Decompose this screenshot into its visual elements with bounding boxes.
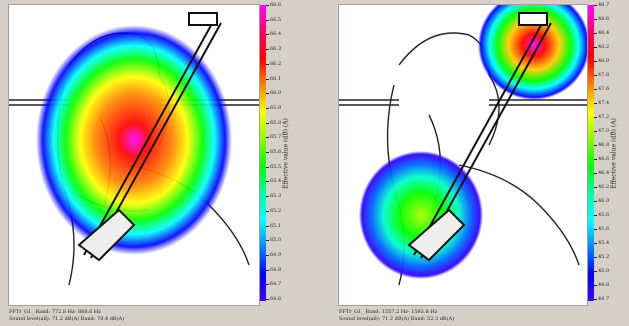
caption-line-1: FFTr_G1_ Band: 772.8 Hz- 888.6 Hz <box>9 309 101 315</box>
colorbar-tick-label: 46.4 <box>593 170 610 176</box>
colorbar-tick-label: 65.6 <box>265 149 282 155</box>
colorbar-tick-label: 64.9 <box>265 251 282 258</box>
colorbar-tick-label: 45.6 <box>593 226 610 232</box>
colorbar-tick-label: 64.8 <box>265 266 282 273</box>
colorbar-left <box>260 5 266 301</box>
colorbar-tick-label: 65.7 <box>265 134 282 141</box>
colorbar-tick-label: 45.0 <box>593 268 610 274</box>
heatmap-image-left <box>9 12 259 286</box>
colorbar-tick-label: 47.0 <box>593 128 610 134</box>
colorbar-tick-label: 45.8 <box>593 212 610 218</box>
colorbar-tick-label: 44.8 <box>593 282 610 288</box>
colorbar-tick-label: 65.9 <box>265 104 282 111</box>
colorbar-tick-label: 45.2 <box>593 254 610 260</box>
colorbar-tick-label: 48.4 <box>593 30 610 36</box>
colorbar-right <box>588 5 594 301</box>
colorbar-tick-label: 66.2 <box>265 60 282 67</box>
colorbar-tick-label: 65.8 <box>265 119 282 126</box>
caption-left: FFTr_G1_ Band: 772.8 Hz- 888.6 Hz Sound … <box>9 309 124 322</box>
colorbar-tick-label: 47.8 <box>593 72 610 78</box>
caption-line-2: Sound level(all): 71.2 dB(A) Band: 70.4 … <box>9 315 125 322</box>
caption-line-1: FFTr_G1_ Band: 1557.2 Hz- 1593.8 Hz <box>339 309 438 315</box>
colorbar-label-right: Effective value (dB) (A) <box>610 118 618 189</box>
colorbar-tick-label: 65.3 <box>265 193 282 200</box>
caption-right: FFTr_G1_ Band: 1557.2 Hz- 1593.8 Hz Soun… <box>339 309 454 322</box>
colorbar-tick-label: 66.5 <box>265 16 282 23</box>
heatmap-image-right <box>339 5 587 286</box>
colorbar-tick-label: 66.4 <box>265 31 282 38</box>
colorbar-tick-label: 47.4 <box>593 100 610 106</box>
colorbar-tick-label: 44.7 <box>593 296 610 302</box>
colorbar-tick-label: 64.7 <box>265 281 282 288</box>
colorbar-tick-label: 65.5 <box>265 163 282 170</box>
colorbar-tick-label: 66.1 <box>265 75 282 82</box>
colorbar-tick-label: 48.6 <box>593 16 610 22</box>
colorbar-tick-label: 45.4 <box>593 240 610 246</box>
right-panel: 48.7 48.6 48.4 48.2 48.0 47.8 47.6 47.4 47.2 47.0… <box>330 0 629 326</box>
colorbar-tick-label: 48.0 <box>593 58 610 64</box>
colorbar-tick-label: 46.8 <box>593 142 610 148</box>
colorbar-tick-label: 65.2 <box>265 207 282 214</box>
colorbar-label-left: Effective value (dB) (A) <box>282 118 290 189</box>
colorbar-tick-label: 48.2 <box>593 44 610 50</box>
acoustic-heatmap-right <box>338 4 588 306</box>
left-panel: 66.6 66.5 66.4 66.3 66.2 66.1 66.0 65.9 65.8 65.7… <box>0 0 300 326</box>
acoustic-heatmap-left <box>8 4 260 306</box>
colorbar-tick-label: 47.2 <box>593 114 610 120</box>
colorbar-tick-label: 65.1 <box>265 222 282 229</box>
colorbar-tick-label: 66.0 <box>265 90 282 97</box>
colorbar-tick-label: 65.4 <box>265 178 282 185</box>
colorbar-tick-label: 48.7 <box>593 2 610 8</box>
colorbar-tick-label: 64.6 <box>265 296 282 302</box>
colorbar-tick-label: 66.3 <box>265 46 282 53</box>
colorbar-tick-label: 66.6 <box>265 2 282 8</box>
caption-line-2: Sound level(all): 71.2 dB(A) Band: 52.3 … <box>339 315 455 322</box>
colorbar-tick-label: 46.2 <box>593 184 610 190</box>
colorbar-tick-label: 65.0 <box>265 237 282 244</box>
colorbar-tick-label: 47.6 <box>593 86 610 92</box>
colorbar-tick-label: 46.6 <box>593 156 610 162</box>
colorbar-tick-label: 46.0 <box>593 198 610 204</box>
